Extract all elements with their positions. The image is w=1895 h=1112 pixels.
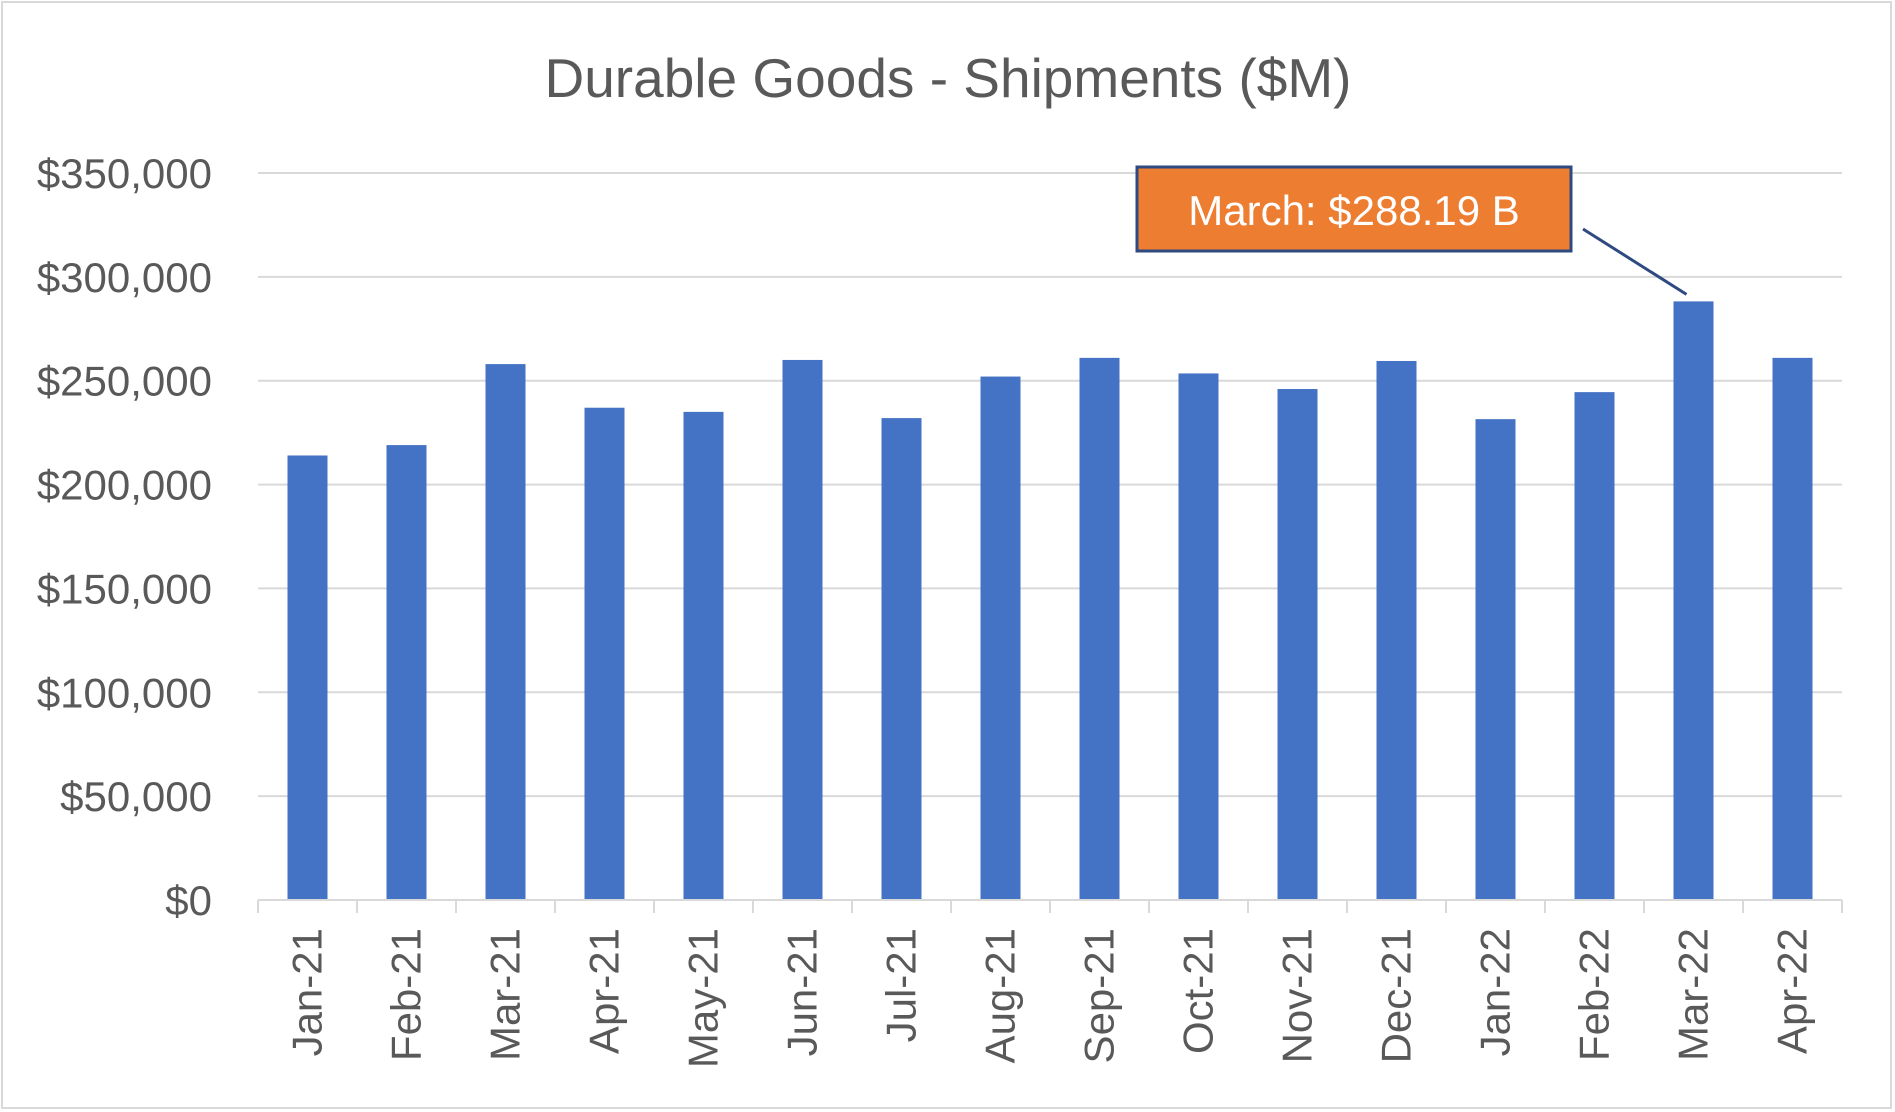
y-tick-label: $200,000	[37, 462, 212, 509]
x-tick-label: Nov-21	[1274, 928, 1321, 1063]
x-tick-label: Apr-21	[581, 928, 628, 1054]
bar-jul-21	[881, 418, 922, 900]
x-axis	[257, 899, 1843, 913]
bar-mar-21	[485, 364, 526, 900]
callout-box	[1135, 165, 1573, 253]
x-tick-label: May-21	[680, 928, 727, 1068]
callout-leader-line	[1582, 227, 1688, 296]
chart-title: Durable Goods - Shipments ($M)	[545, 47, 1352, 109]
bar-jan-21	[287, 455, 328, 900]
callout-label: March: $288.19 B	[1188, 187, 1520, 234]
bar-feb-22	[1574, 392, 1615, 900]
x-tick-label: Jan-22	[1472, 928, 1519, 1056]
y-tick-label: $100,000	[37, 669, 212, 716]
y-tick-label: $300,000	[37, 254, 212, 301]
y-tick-label: $0	[165, 877, 212, 924]
x-tick-label: Mar-22	[1670, 928, 1717, 1061]
bars	[287, 301, 1813, 901]
bar-apr-21	[584, 407, 625, 900]
bar-jun-21	[782, 359, 823, 900]
y-axis-tick-labels: $0 $50,000 $100,000 $150,000 $200,000 $250,00…	[37, 150, 212, 924]
bar-apr-22	[1772, 357, 1813, 900]
bar-oct-21	[1178, 373, 1219, 900]
bar-aug-21	[980, 376, 1021, 900]
x-tick-label: Feb-22	[1571, 928, 1618, 1061]
x-tick-label: Jun-21	[779, 928, 826, 1056]
bar-may-21	[683, 411, 724, 900]
bar-nov-21	[1277, 389, 1318, 900]
x-axis-tick-labels: Jan-21 Feb-21 Mar-21 Apr-21 May-21 Jun-21 Jul-…	[284, 928, 1816, 1068]
bar-sep-21	[1079, 357, 1120, 900]
y-tick-label: $50,000	[60, 773, 212, 820]
x-tick-label: Jan-21	[284, 928, 331, 1056]
x-tick-label: Apr-22	[1769, 928, 1816, 1054]
bar-jan-22	[1475, 419, 1516, 900]
y-tick-label: $250,000	[37, 358, 212, 405]
x-tick-label: Sep-21	[1076, 928, 1123, 1063]
y-tick-label: $350,000	[37, 150, 212, 197]
x-tick-label: Dec-21	[1373, 928, 1420, 1063]
y-tick-label: $150,000	[37, 565, 212, 612]
x-tick-label: Oct-21	[1175, 928, 1222, 1054]
x-tick-label: Mar-21	[482, 928, 529, 1061]
bar-mar-22	[1673, 301, 1714, 901]
x-tick-label: Feb-21	[383, 928, 430, 1061]
bar-feb-21	[386, 445, 427, 900]
x-tick-label: Jul-21	[878, 928, 925, 1042]
x-tick-label: Aug-21	[977, 928, 1024, 1063]
callout-annotation: March: $288.19 B	[1135, 165, 1688, 296]
bar-dec-21	[1376, 360, 1417, 900]
